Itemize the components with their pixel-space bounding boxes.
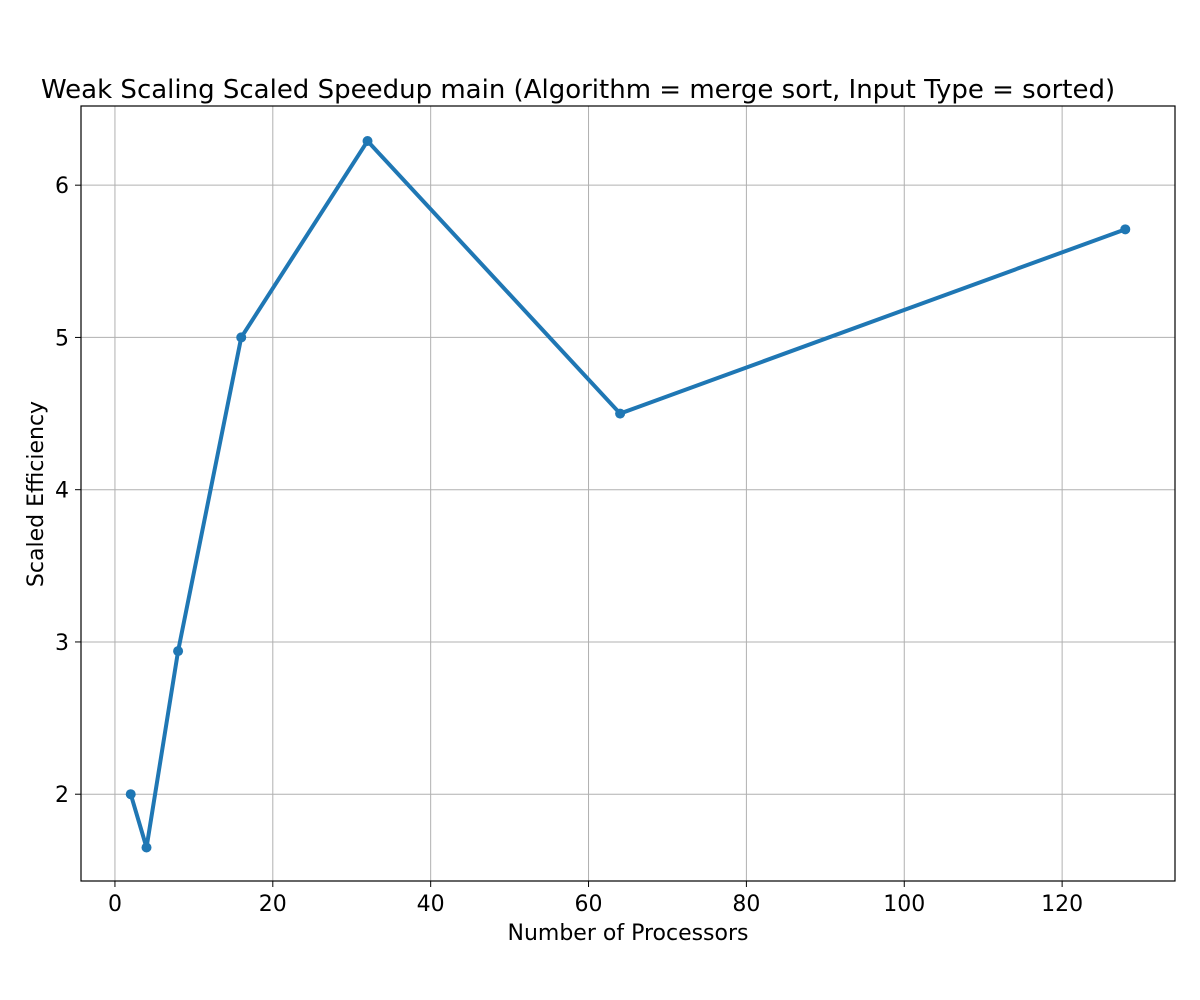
chart-title: Weak Scaling Scaled Speedup main (Algori… [41, 75, 1115, 105]
x-axis-label: Number of Processors [508, 921, 749, 946]
x-tick-label: 100 [883, 892, 925, 917]
grid [81, 106, 1175, 881]
y-axis: 2 3 4 5 6 [55, 174, 81, 808]
data-point [615, 408, 626, 419]
x-axis: 0 20 40 60 80 100 120 [108, 881, 1083, 917]
data-point [236, 332, 247, 343]
data-point [125, 789, 136, 800]
x-tick-label: 120 [1041, 892, 1083, 917]
x-tick-label: 60 [575, 892, 603, 917]
y-tick-label: 4 [55, 479, 69, 504]
data-point [1120, 224, 1131, 235]
data-point [141, 842, 152, 853]
y-tick-label: 2 [55, 783, 69, 808]
data-point [173, 646, 184, 657]
data-point [362, 136, 373, 147]
y-tick-label: 6 [55, 174, 69, 199]
plot-frame [80, 105, 1176, 882]
y-axis-label: Scaled Efficiency [24, 401, 49, 587]
x-tick-label: 0 [108, 892, 122, 917]
x-tick-label: 20 [259, 892, 287, 917]
x-tick-label: 40 [417, 892, 445, 917]
y-tick-label: 3 [55, 631, 69, 656]
x-tick-label: 80 [732, 892, 760, 917]
series-layer [125, 136, 1131, 853]
y-tick-label: 5 [55, 326, 69, 351]
